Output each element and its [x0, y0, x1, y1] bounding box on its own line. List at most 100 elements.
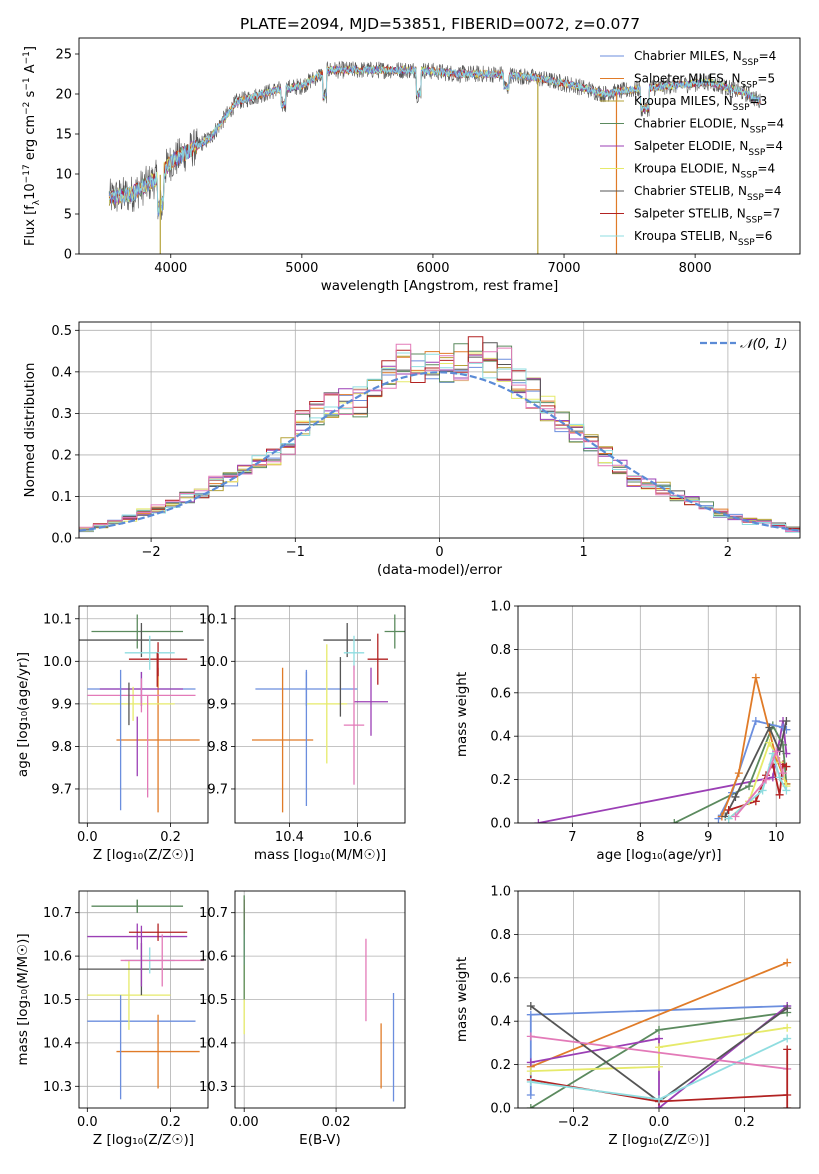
y-tick-label: 20 [55, 88, 72, 103]
x-tick-label: 7000 [547, 261, 580, 276]
x-tick-label: 6000 [416, 261, 449, 276]
weight-line-kroupa-elodie [530, 1026, 788, 1072]
weight-marker [783, 958, 792, 967]
weight-marker [765, 738, 774, 747]
x-tick-label: 0 [435, 545, 443, 560]
y-tick-label: 1.0 [490, 600, 511, 615]
mass_vs_ebv-axes: 0.00 0.02 10.3 10.4 10.5 10.6 10.7 [199, 891, 405, 1130]
errorbar-point [116, 1014, 200, 1089]
legend-entry: Kroupa STELIB, NSSP=6 [634, 229, 772, 248]
weight_vs_age-axes: 7 8 9 10 0.0 0.2 0.4 0.6 0.8 1.0 [490, 600, 800, 845]
age_vs_mass-axes: 10.4 10.6 9.7 9.8 9.9 10.0 10.1 [199, 606, 405, 845]
y-axis-label: mass weight [454, 957, 470, 1042]
weight-marker [765, 723, 774, 732]
y-tick-label: 0 [64, 248, 72, 263]
errorbar-point [128, 642, 188, 677]
y-tick-label: 9.9 [207, 697, 228, 712]
weight_vs_Z-frame [517, 890, 801, 1109]
x-tick-label: −2 [142, 545, 161, 560]
legend-entry-name: Kroupa ELODIE [634, 162, 724, 176]
errorbar-point [367, 633, 388, 685]
y-tick-label: 9.9 [51, 697, 72, 712]
weight-marker [526, 1104, 535, 1108]
histogram-step-kroupa-stelib [79, 352, 800, 538]
weight-marker [526, 1067, 535, 1076]
y-tick-label: 10.0 [43, 655, 72, 670]
y-tick-label: 0.4 [490, 1015, 511, 1030]
y-tick-label: 0.5 [51, 324, 72, 339]
weight-marker [731, 792, 740, 801]
mass_vs_Z-marks [79, 899, 204, 1100]
x-axis-label: E(B-V) [299, 1132, 341, 1148]
legend-entry: Salpeter STELIB, NSSP=7 [634, 207, 780, 226]
weight-marker [670, 819, 679, 823]
y-tick-label: 0.2 [490, 773, 511, 788]
x-tick-label: 0.0 [77, 830, 98, 845]
y-tick-label: 0.0 [490, 817, 511, 832]
x-axis-label: age [log₁₀(age/yr)] [596, 847, 721, 863]
weight-marker [734, 769, 743, 778]
y-tick-label: 0.4 [51, 365, 72, 380]
errorbar-point [79, 623, 204, 658]
y-tick-label: 10.6 [199, 950, 228, 965]
legend-entry-name: Salpeter STELIB [634, 207, 729, 221]
residuals-axes: −2 −1 0 1 2 0.0 0.1 0.2 0.3 0.4 0.5 [51, 322, 800, 560]
residuals-marks [79, 336, 800, 538]
y-tick-label: 10.3 [43, 1080, 72, 1095]
y-tick-label: 9.7 [207, 782, 228, 797]
x-axis-label: wavelength [Angstrom, rest frame] [321, 278, 559, 294]
legend-entry: Salpeter MILES, NSSP=5 [634, 72, 775, 91]
legend-entry: Chabrier MILES, NSSP=4 [634, 49, 776, 68]
x-axis-label: Z [log₁₀(Z/Z☉)] [93, 1132, 194, 1148]
y-axis-label: mass weight [454, 672, 470, 757]
figure-title: PLATE=2094, MJD=53851, FIBERID=0072, z=0… [240, 15, 640, 33]
x-tick-label: 9 [704, 830, 712, 845]
y-tick-label: 5 [64, 208, 72, 223]
x-tick-label: 0.02 [322, 1115, 351, 1130]
x-tick-label: 1 [580, 545, 588, 560]
spectrum-legend: Chabrier MILES, NSSP=4 Salpeter MILES, NS… [600, 49, 784, 248]
spectrum-axes: 4000 5000 6000 7000 8000 0 5 10 15 20 25 [55, 48, 711, 277]
weight-marker [526, 1058, 535, 1067]
x-tick-label: 0.00 [230, 1115, 259, 1130]
spectrum-line-chabrier-miles [108, 65, 761, 217]
legend-entry-nssp: 7 [773, 207, 781, 221]
y-tick-label: 9.8 [207, 740, 228, 755]
y-tick-label: 10.1 [199, 612, 228, 627]
spectrum-frame [78, 37, 801, 255]
y-tick-label: 0.2 [51, 448, 72, 463]
weight-marker [783, 1045, 792, 1054]
age_vs_Z-marks [79, 614, 204, 813]
x-tick-label: −1 [286, 545, 305, 560]
x-tick-label: 10 [768, 830, 785, 845]
y-tick-label: 10.5 [43, 993, 72, 1008]
weight-marker [731, 812, 740, 821]
weight-marker [751, 797, 760, 806]
x-tick-label: −0.2 [558, 1115, 590, 1130]
y-tick-label: 0.4 [490, 730, 511, 745]
weight-marker [758, 786, 767, 795]
y-tick-label: 10.6 [43, 950, 72, 965]
y-axis-label: Normed distribution [22, 363, 38, 498]
weight-marker [775, 773, 784, 782]
errorbar-point [87, 923, 188, 950]
legend-entry-name: Kroupa STELIB [634, 229, 721, 243]
legend-entry-name: Kroupa MILES [634, 94, 716, 108]
x-tick-label: 2 [724, 545, 732, 560]
errorbar-point [120, 934, 204, 987]
weight-marker [526, 1032, 535, 1041]
weight-marker [783, 1034, 792, 1043]
weight-marker [655, 1034, 663, 1043]
weight-line-pink [734, 748, 784, 818]
mass_vs_Z-axes: 0.0 0.2 10.3 10.4 10.5 10.6 10.7 [43, 891, 208, 1130]
mass_vs_Z-frame [78, 890, 209, 1109]
weight-marker [762, 775, 771, 784]
weight-marker [655, 1025, 663, 1034]
y-tick-label: 10.5 [199, 993, 228, 1008]
y-tick-label: 0.0 [51, 532, 72, 547]
legend-entry-nssp: 4 [767, 162, 775, 176]
legend-entry-nssp: 4 [775, 139, 783, 153]
y-tick-label: 10.4 [43, 1036, 72, 1051]
x-axis-label: mass [log₁₀(M/M☉)] [254, 847, 386, 863]
x-tick-label: 8 [636, 830, 644, 845]
